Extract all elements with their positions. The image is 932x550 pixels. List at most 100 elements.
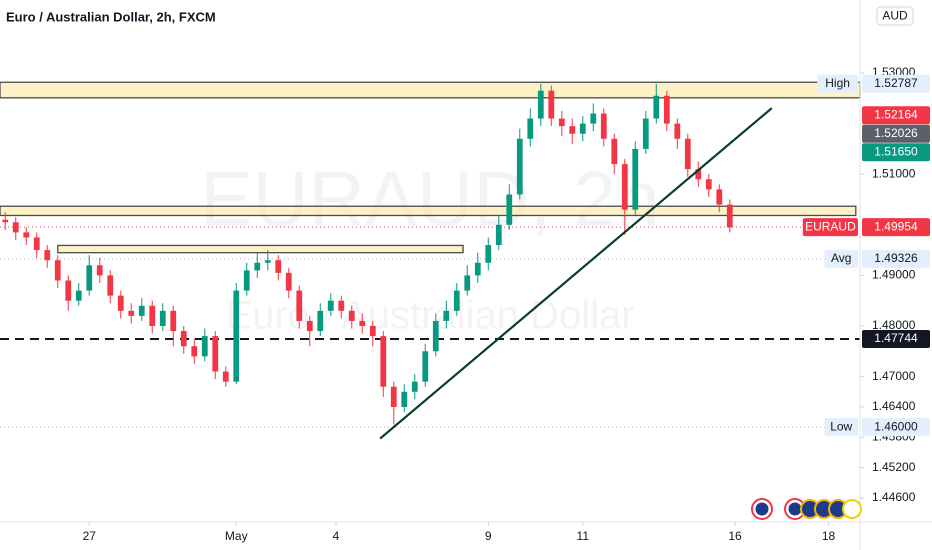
price-badge <box>862 124 930 143</box>
zone <box>0 205 857 217</box>
currency[interactable]: AUD <box>882 9 908 23</box>
candle-body <box>663 95 670 124</box>
candle-body <box>485 245 492 263</box>
candle-body <box>422 351 429 382</box>
candle-body <box>558 118 565 127</box>
axis-layer: 1.530001.510001.490001.480001.470001.464… <box>83 65 930 543</box>
candle-body <box>632 148 639 210</box>
candle-body <box>170 310 177 332</box>
flag-icon <box>842 499 862 519</box>
candle-body <box>191 346 198 357</box>
candle-body <box>201 336 208 357</box>
price-badge <box>862 418 930 437</box>
y-tick-label: 1.47000 <box>872 369 916 383</box>
candle-body <box>432 320 439 352</box>
plot <box>0 81 861 440</box>
candle-body <box>264 260 271 263</box>
candle-body <box>684 138 691 170</box>
price-badge <box>862 74 930 93</box>
candle-body <box>285 272 292 291</box>
candle-body <box>338 300 345 311</box>
candle-body <box>254 262 261 271</box>
price-badge-label: 1.49326 <box>874 251 918 265</box>
candle-body <box>579 123 586 134</box>
price-badge-label: 1.52164 <box>874 107 918 121</box>
price-badge-label: 1.52026 <box>874 126 918 140</box>
candle-body <box>401 391 408 407</box>
candle-body <box>506 194 513 225</box>
candle-body <box>2 219 9 223</box>
candle-body <box>359 320 366 326</box>
x-tick-label: 18 <box>822 529 836 543</box>
flag-icon <box>755 502 769 516</box>
price-badge <box>862 106 930 125</box>
candle-body <box>348 310 355 321</box>
candle-body <box>495 224 502 246</box>
candle-body <box>390 386 397 407</box>
price-badge-name-box <box>824 249 858 268</box>
candle-body <box>716 189 723 205</box>
candle-body <box>327 300 334 311</box>
candle-body <box>117 295 124 311</box>
candle-body <box>464 275 471 291</box>
candle-body <box>695 169 702 180</box>
candle-body <box>33 237 40 251</box>
trendline <box>379 107 773 440</box>
price-badge-name: Low <box>830 419 852 433</box>
candle-body <box>180 331 187 347</box>
candle-body <box>317 310 324 332</box>
y-tick-label: 1.44600 <box>872 490 916 504</box>
candle-body <box>527 118 534 139</box>
y-tick-label: 1.45200 <box>872 460 916 474</box>
candle-body <box>726 204 733 228</box>
candle-body <box>296 290 303 321</box>
candle-body <box>600 113 607 139</box>
candle-body <box>107 275 114 296</box>
x-tick-label: 16 <box>728 529 742 543</box>
currency-box[interactable] <box>876 6 914 26</box>
price-badge-name: High <box>825 76 850 90</box>
candle-body <box>474 262 481 276</box>
candle-body <box>23 232 30 238</box>
chart-title: Euro / Australian Dollar, 2h, FXCM <box>6 9 216 24</box>
candle-body <box>233 290 240 382</box>
candle-body <box>537 90 544 119</box>
price-badge-label: 1.47744 <box>874 331 918 345</box>
candle-body <box>128 310 135 316</box>
y-tick-label: 1.48000 <box>872 318 916 332</box>
candle-body <box>548 90 555 119</box>
candle-body <box>243 270 250 291</box>
x-tick-label: 11 <box>577 529 590 543</box>
y-tick-label: 1.51000 <box>872 166 916 180</box>
candle-body <box>621 164 628 210</box>
price-badge-label: 1.46000 <box>874 419 918 433</box>
candle-body <box>411 381 418 392</box>
candle-body <box>642 118 649 149</box>
flag-icon <box>788 502 802 516</box>
candle-body <box>516 138 523 195</box>
watermark-subtitle: Euro / Australian Dollar <box>225 294 634 338</box>
candle-body <box>569 126 576 134</box>
watermark-group: EURAUD, 2h Euro / Australian Dollar <box>200 155 659 338</box>
watermark: EURAUD, 2h <box>200 155 659 243</box>
candle-body <box>222 371 229 382</box>
price-badge-name-box <box>824 418 858 437</box>
price-badge-label: 1.49954 <box>874 219 918 233</box>
candle-body <box>611 138 618 165</box>
candle-body <box>212 336 219 372</box>
y-tick-label: 1.49000 <box>872 268 916 282</box>
x-tick-label: 27 <box>83 529 97 543</box>
price-badge <box>862 249 930 268</box>
x-tick-label: 4 <box>333 529 340 543</box>
candle-body <box>306 320 313 332</box>
candle-body <box>44 250 51 261</box>
price-badge <box>862 218 930 237</box>
candle-body <box>369 325 376 337</box>
candle-body <box>149 305 156 326</box>
candle-body <box>54 260 61 281</box>
candle-body <box>75 290 82 301</box>
price-badge-name: Avg <box>831 251 851 265</box>
price-badge <box>862 329 930 348</box>
price-badge-name-box <box>802 218 858 237</box>
